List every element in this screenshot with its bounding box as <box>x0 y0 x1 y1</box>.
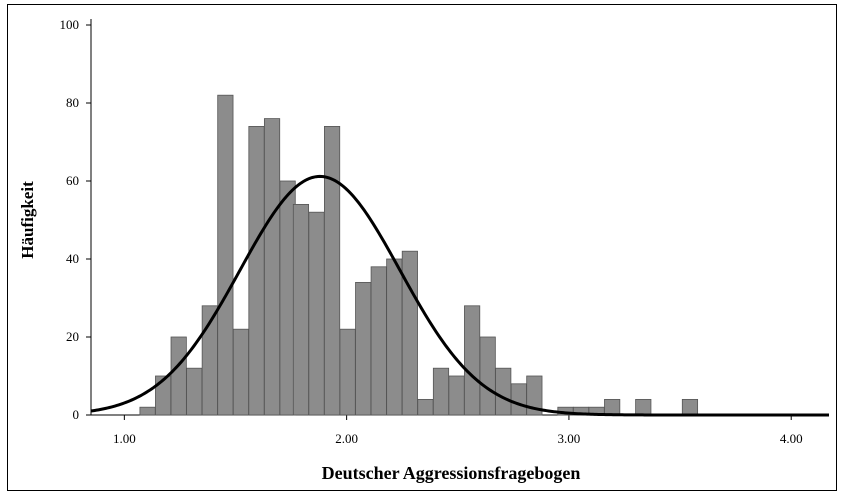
histogram-bar <box>432 367 450 416</box>
y-axis-title: Häufigkeit <box>18 181 37 259</box>
y-tick-label: 60 <box>66 173 79 188</box>
histogram-bar <box>495 367 512 416</box>
histogram-bar <box>479 336 496 416</box>
x-tick-label: 1.00 <box>113 431 136 446</box>
y-tick-label: 20 <box>66 329 79 344</box>
x-tick-label: 4.00 <box>780 431 803 446</box>
y-ticks: 0 20 40 60 80 100 <box>60 17 91 422</box>
histogram-bar <box>170 336 187 416</box>
histogram-bar <box>355 281 372 416</box>
y-tick-label: 100 <box>60 17 80 32</box>
histogram-bar <box>292 203 310 416</box>
y-tick-label: 80 <box>66 95 79 110</box>
histogram-bar <box>232 328 250 416</box>
x-tick-label: 3.00 <box>558 431 581 446</box>
histogram-bar <box>635 398 652 416</box>
histogram-bar <box>510 383 527 416</box>
histogram-bar <box>417 398 434 416</box>
histogram-bar <box>339 328 356 416</box>
y-tick-label: 40 <box>66 251 79 266</box>
histogram-bars <box>139 94 699 416</box>
histogram-bar <box>464 305 481 416</box>
histogram-bar <box>248 126 265 416</box>
histogram-bar <box>139 406 156 416</box>
histogram-bar <box>217 94 234 416</box>
histogram-bar <box>448 375 465 416</box>
histogram-bar <box>263 118 281 416</box>
histogram-bar <box>604 398 621 416</box>
histogram-bar <box>526 375 543 416</box>
histogram-bar <box>186 367 203 416</box>
y-tick-label: 0 <box>73 407 80 422</box>
histogram-bar <box>386 258 403 416</box>
histogram-bar <box>370 266 387 416</box>
x-axis-title: Deutscher Aggressionsfragebogen <box>322 463 581 483</box>
x-ticks: 1.00 2.00 3.00 4.00 <box>113 415 803 446</box>
histogram-bar <box>324 126 341 416</box>
histogram-bar <box>308 211 325 416</box>
histogram-bar <box>681 398 699 416</box>
normal-curve <box>90 174 829 417</box>
x-tick-label: 2.00 <box>335 431 358 446</box>
